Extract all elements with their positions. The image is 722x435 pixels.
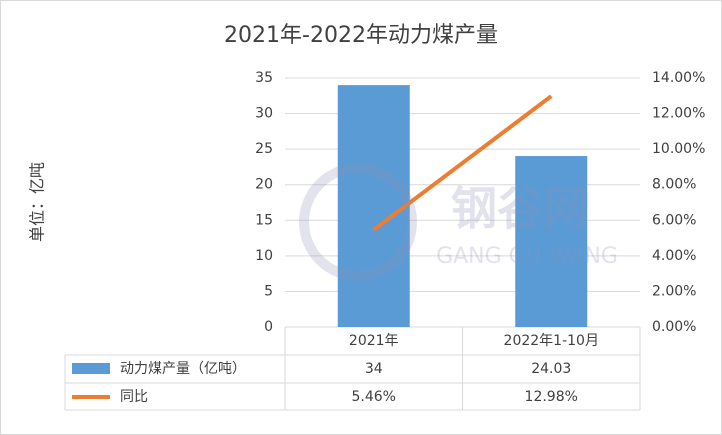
y2-tick-label: 8.00% xyxy=(652,177,696,193)
y-tick-label: 5 xyxy=(264,283,273,299)
data-label: 12.98% xyxy=(525,389,578,405)
bar xyxy=(337,85,410,327)
line xyxy=(372,94,553,232)
y-tick-label: 35 xyxy=(255,70,273,86)
x-tick-label: 2021年 xyxy=(349,333,399,349)
y2-tick-label: 14.00% xyxy=(652,70,705,86)
y-tick-label: 10 xyxy=(255,248,273,264)
y2-tick-label: 2.00% xyxy=(652,283,696,299)
legend-label: 动力煤产量（亿吨） xyxy=(120,361,246,377)
data-label: 24.03 xyxy=(531,361,571,377)
y2-tick-label: 12.00% xyxy=(652,106,705,122)
x-tick-label: 2022年1-10月 xyxy=(504,333,599,349)
y2-tick-label: 6.00% xyxy=(652,212,696,228)
y2-tick-label: 0.00% xyxy=(652,319,696,335)
watermark: 钢谷网 GANG GU WANG xyxy=(299,163,618,281)
legend-key xyxy=(72,363,110,374)
chart-title: 2021年-2022年动力煤产量 xyxy=(224,23,498,48)
y2-tick-label: 4.00% xyxy=(652,248,696,264)
y-tick-label: 30 xyxy=(255,106,273,122)
y-tick-label: 0 xyxy=(264,319,273,335)
y-tick-label: 20 xyxy=(255,177,273,193)
watermark-subtext: GANG GU WANG xyxy=(436,244,618,269)
y2-tick-label: 10.00% xyxy=(652,141,705,157)
y-tick-label: 25 xyxy=(255,141,273,157)
watermark-text: 钢谷网 xyxy=(451,182,589,236)
y-tick-label: 15 xyxy=(255,212,273,228)
bar xyxy=(515,156,588,327)
watermark-logo xyxy=(299,163,417,281)
data-label: 5.46% xyxy=(352,389,396,405)
legend-label: 同比 xyxy=(120,389,148,405)
y-axis-label: 单位：亿吨 xyxy=(28,162,47,242)
data-label: 34 xyxy=(365,361,383,377)
